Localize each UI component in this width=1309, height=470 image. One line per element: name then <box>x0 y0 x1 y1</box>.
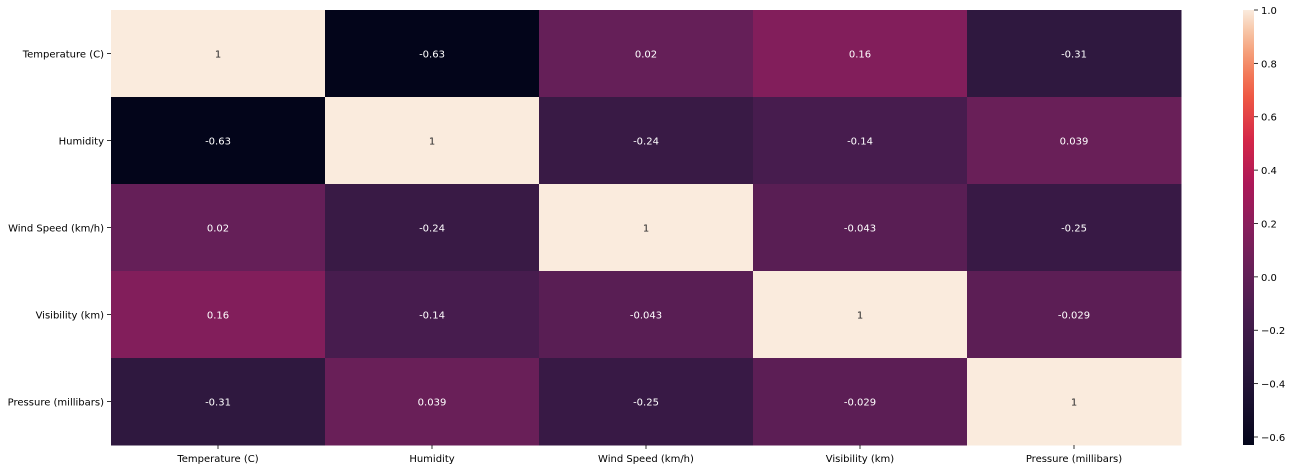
cell-annotation: -0.24 <box>419 224 445 235</box>
y-axis-ticks: Temperature (C) Humidity Wind Speed (km/h)… <box>8 50 111 409</box>
cell-annotation: -0.63 <box>419 50 445 61</box>
heatmap-cell <box>753 358 968 446</box>
heatmap-cell <box>539 358 754 446</box>
x-tick-label: Wind Speed (km/h) <box>598 454 694 465</box>
heatmap-cell <box>325 184 540 272</box>
cell-annotation: -0.043 <box>630 311 662 322</box>
heatmap-cell <box>753 184 968 272</box>
heatmap-cell <box>967 97 1182 185</box>
heatmap-cell <box>539 97 754 185</box>
colorbar-tick-label: −0.2 <box>1261 326 1285 337</box>
cell-annotation: -0.63 <box>205 137 231 148</box>
heatmap-cell <box>111 184 326 272</box>
colorbar-tick-label: 0.6 <box>1261 113 1277 124</box>
y-tick-label: Humidity <box>59 137 104 148</box>
cell-annotation: -0.25 <box>633 398 659 409</box>
heatmap-cell <box>539 184 754 272</box>
y-tick-label: Wind Speed (km/h) <box>8 224 104 235</box>
cell-annotation: 0.02 <box>207 224 229 235</box>
heatmap-annotations: 1 -0.63 0.02 0.16 -0.31 -0.63 1 -0.24 -0.14 0.039… <box>205 50 1090 409</box>
colorbar-tick-label: 0.4 <box>1261 166 1277 177</box>
cell-annotation: 0.16 <box>849 50 871 61</box>
heatmap-cells <box>111 10 1182 446</box>
cell-annotation: -0.14 <box>847 137 873 148</box>
heatmap-cell <box>539 271 754 359</box>
cell-annotation: -0.31 <box>205 398 231 409</box>
heatmap-cell <box>111 358 326 446</box>
cell-annotation: 1 <box>643 224 649 235</box>
heatmap-cell <box>539 10 754 98</box>
cell-annotation: -0.31 <box>1061 50 1087 61</box>
cell-annotation: 1 <box>429 137 435 148</box>
cell-annotation: -0.24 <box>633 137 659 148</box>
cell-annotation: -0.14 <box>419 311 445 322</box>
cell-annotation: -0.25 <box>1061 224 1087 235</box>
heatmap-cell <box>325 271 540 359</box>
cell-annotation: 1 <box>857 311 863 322</box>
colorbar-tick-label: −0.6 <box>1261 433 1285 444</box>
heatmap-cell <box>111 97 326 185</box>
y-tick-label: Pressure (millibars) <box>8 398 104 409</box>
colorbar: −0.6 −0.4 −0.2 0.0 0.2 0.4 0.6 0.8 1.0 <box>1243 6 1285 445</box>
colorbar-tick-label: 0.0 <box>1261 273 1277 284</box>
x-axis-ticks: Temperature (C) Humidity Wind Speed (km/h)… <box>176 445 1122 465</box>
heatmap-cell <box>753 10 968 98</box>
cell-annotation: 1 <box>215 50 221 61</box>
x-tick-label: Visibility (km) <box>826 454 895 465</box>
x-tick-label: Pressure (millibars) <box>1026 454 1122 465</box>
colorbar-tick-label: 0.2 <box>1261 219 1277 230</box>
colorbar-tick-label: 0.8 <box>1261 59 1277 70</box>
heatmap-cell <box>753 271 968 359</box>
heatmap-cell <box>967 358 1182 446</box>
heatmap-cell <box>325 10 540 98</box>
heatmap-cell <box>111 271 326 359</box>
cell-annotation: 0.039 <box>418 398 447 409</box>
heatmap-cell <box>967 184 1182 272</box>
heatmap-cell <box>967 10 1182 98</box>
x-tick-label: Humidity <box>409 454 454 465</box>
cell-annotation: 0.16 <box>207 311 229 322</box>
cell-annotation: -0.043 <box>844 224 876 235</box>
heatmap-cell <box>325 358 540 446</box>
heatmap-cell <box>967 271 1182 359</box>
heatmap-cell <box>753 97 968 185</box>
cell-annotation: 0.039 <box>1060 137 1089 148</box>
colorbar-tick-label: −0.4 <box>1261 380 1285 391</box>
cell-annotation: -0.029 <box>1058 311 1090 322</box>
heatmap-cell <box>111 10 326 98</box>
colorbar-tick-label: 1.0 <box>1261 6 1277 17</box>
cell-annotation: -0.029 <box>844 398 876 409</box>
x-tick-label: Temperature (C) <box>176 454 258 465</box>
y-tick-label: Temperature (C) <box>22 50 104 61</box>
colorbar-gradient <box>1243 10 1254 445</box>
cell-annotation: 0.02 <box>635 50 657 61</box>
heatmap-cell <box>325 97 540 185</box>
y-tick-label: Visibility (km) <box>36 311 105 322</box>
cell-annotation: 1 <box>1071 398 1077 409</box>
